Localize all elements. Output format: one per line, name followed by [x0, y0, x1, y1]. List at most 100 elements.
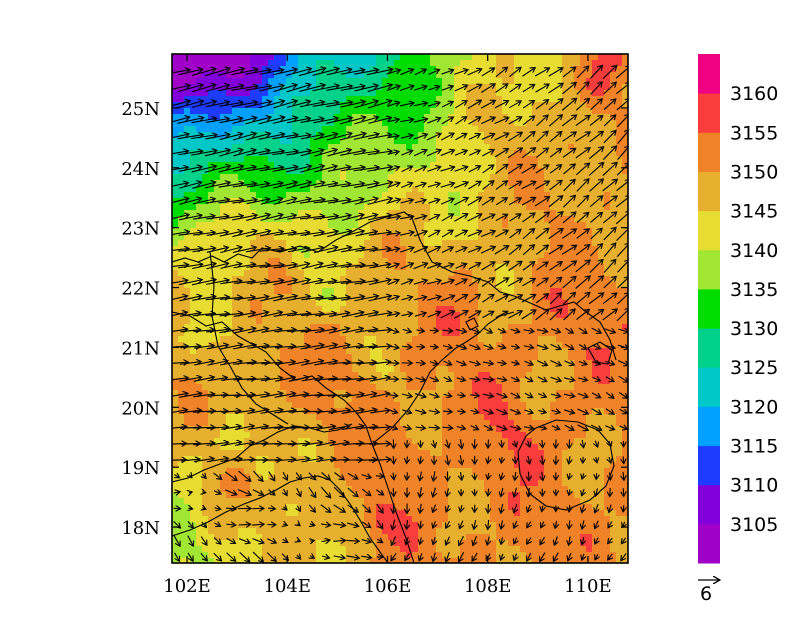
field-cell	[364, 282, 371, 289]
field-cell	[484, 276, 491, 283]
field-cell	[202, 132, 209, 139]
field-cell	[466, 174, 473, 181]
field-cell	[370, 330, 377, 337]
field-cell	[580, 282, 587, 289]
field-cell	[598, 72, 605, 79]
field-cell	[466, 66, 473, 73]
field-cell	[472, 78, 479, 85]
field-cell	[382, 342, 389, 349]
field-cell	[418, 318, 425, 325]
field-cell	[586, 342, 593, 349]
field-cell	[352, 366, 359, 373]
field-cell	[412, 156, 419, 163]
field-cell	[562, 330, 569, 337]
field-cell	[364, 162, 371, 169]
field-cell	[502, 444, 509, 451]
field-cell	[562, 84, 569, 91]
field-cell	[322, 264, 329, 271]
field-cell	[376, 342, 383, 349]
field-cell	[340, 138, 347, 145]
field-cell	[214, 384, 221, 391]
field-cell	[598, 174, 605, 181]
field-cell	[268, 258, 275, 265]
field-cell	[382, 258, 389, 265]
field-cell	[562, 228, 569, 235]
field-cell	[304, 420, 311, 427]
field-cell	[190, 330, 197, 337]
field-cell	[532, 54, 539, 61]
field-cell	[310, 186, 317, 193]
field-cell	[580, 270, 587, 277]
field-cell	[508, 198, 515, 205]
field-cell	[292, 120, 299, 127]
field-cell	[532, 354, 539, 361]
field-cell	[598, 432, 605, 439]
field-cell	[586, 420, 593, 427]
field-cell	[454, 294, 461, 301]
field-cell	[184, 72, 191, 79]
field-cell	[346, 426, 353, 433]
field-cell	[298, 120, 305, 127]
field-cell	[406, 120, 413, 127]
field-cell	[328, 318, 335, 325]
field-cell	[220, 144, 227, 151]
field-cell	[370, 240, 377, 247]
field-cell	[490, 216, 497, 223]
field-cell	[568, 306, 575, 313]
field-cell	[496, 126, 503, 133]
field-cell	[328, 96, 335, 103]
field-cell	[316, 414, 323, 421]
field-cell	[184, 240, 191, 247]
field-cell	[490, 54, 497, 61]
field-cell	[478, 318, 485, 325]
field-cell	[610, 420, 617, 427]
field-cell	[202, 288, 209, 295]
field-cell	[178, 384, 185, 391]
field-cell	[568, 72, 575, 79]
field-cell	[586, 84, 593, 91]
field-cell	[334, 318, 341, 325]
field-cell	[298, 330, 305, 337]
field-cell	[340, 222, 347, 229]
field-cell	[370, 156, 377, 163]
field-cell	[268, 312, 275, 319]
field-cell	[586, 282, 593, 289]
field-cell	[574, 240, 581, 247]
field-cell	[268, 108, 275, 115]
field-cell	[574, 252, 581, 259]
field-cell	[418, 300, 425, 307]
field-cell	[610, 270, 617, 277]
field-cell	[244, 312, 251, 319]
field-cell	[382, 276, 389, 283]
field-cell	[562, 90, 569, 97]
field-cell	[286, 360, 293, 367]
field-cell	[532, 96, 539, 103]
field-cell	[340, 102, 347, 109]
field-cell	[274, 90, 281, 97]
field-cell	[616, 210, 623, 217]
field-cell	[466, 306, 473, 313]
field-cell	[436, 54, 443, 61]
field-cell	[352, 300, 359, 307]
field-cell	[316, 144, 323, 151]
field-cell	[178, 330, 185, 337]
field-cell	[604, 156, 611, 163]
field-cell	[382, 324, 389, 331]
field-cell	[556, 198, 563, 205]
field-cell	[190, 198, 197, 205]
field-cell	[526, 96, 533, 103]
field-cell	[550, 180, 557, 187]
field-cell	[388, 168, 395, 175]
field-cell	[472, 258, 479, 265]
field-cell	[310, 150, 317, 157]
field-cell	[178, 204, 185, 211]
field-cell	[604, 126, 611, 133]
field-cell	[442, 288, 449, 295]
field-cell	[280, 270, 287, 277]
field-cell	[562, 342, 569, 349]
field-cell	[538, 396, 545, 403]
field-cell	[244, 366, 251, 373]
field-cell	[298, 414, 305, 421]
field-cell	[340, 276, 347, 283]
field-cell	[466, 264, 473, 271]
